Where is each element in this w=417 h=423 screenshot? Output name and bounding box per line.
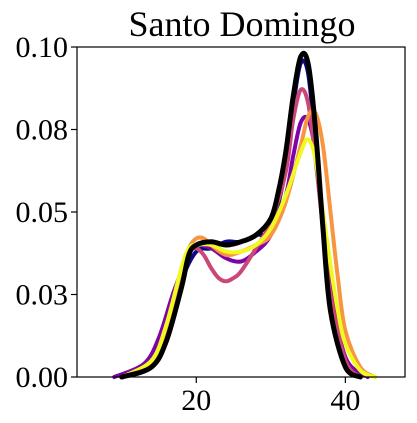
kde-line-5 (119, 137, 378, 379)
plot-frame (76, 46, 406, 378)
axes-layer: 0.00 0.03 0.05 0.08 0.10 20 40 (16, 31, 406, 417)
chart-title: Santo Domingo (128, 4, 355, 44)
x-tick-label: 20 (181, 384, 211, 417)
y-tick-label: 0.00 (16, 361, 69, 394)
series-layer (112, 50, 378, 380)
x-tick-label: 40 (330, 384, 360, 417)
kde-line-6 (119, 50, 363, 380)
y-tick-label: 0.08 (16, 114, 69, 147)
y-tick-label: 0.10 (16, 31, 69, 64)
y-tick-label: 0.03 (16, 279, 69, 312)
y-tick-label: 0.05 (16, 196, 69, 229)
